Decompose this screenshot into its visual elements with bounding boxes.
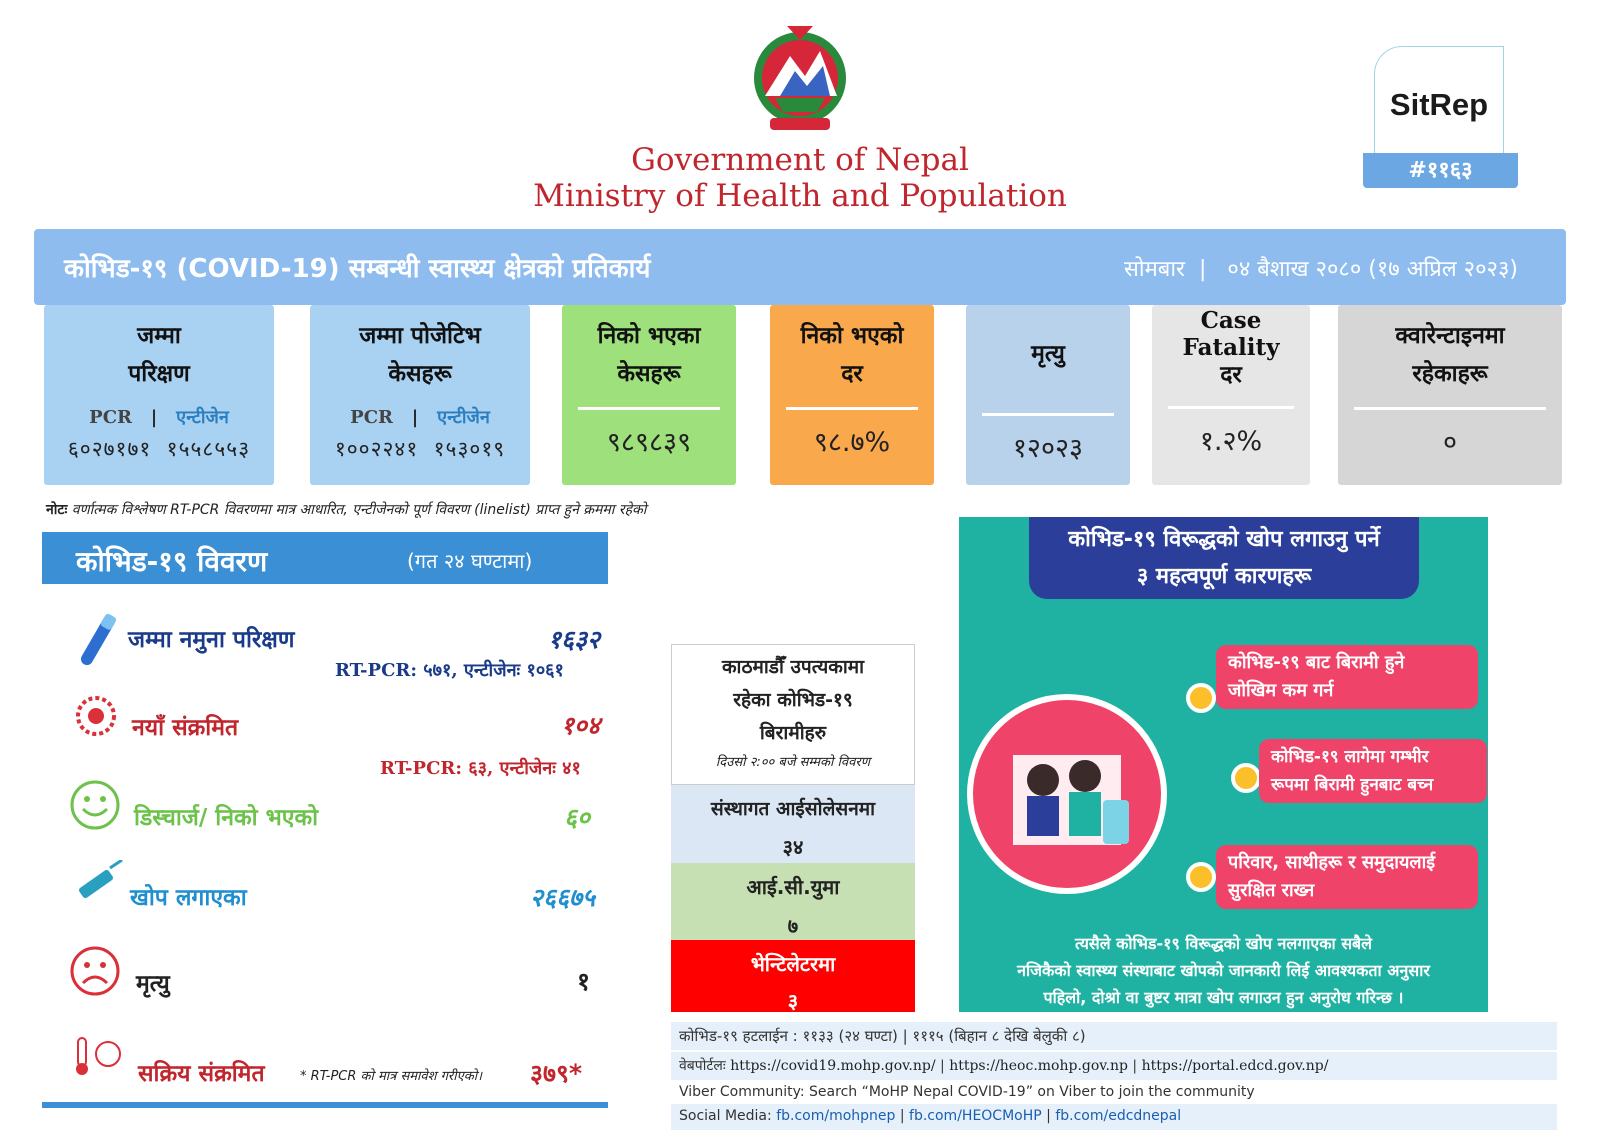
card-label: मृत्यु xyxy=(1031,341,1065,367)
active-note: * RT-PCR को मात्र समावेश गरीएको। xyxy=(300,1069,483,1084)
link-fb-heocmohp[interactable]: fb.com/HEOCMoHP xyxy=(909,1108,1042,1124)
samples-breakdown: RT-PCR: ५७१, एन्टीजेनः १०६१ xyxy=(335,660,564,681)
sitrep-badge: SitRep xyxy=(1374,46,1504,158)
social-media-info: Social Media: fb.com/mohpnep | fb.com/HE… xyxy=(671,1104,1557,1130)
card-label: जम्मा पोजेटिभ केसहरू xyxy=(359,323,481,387)
reason-dot-2 xyxy=(1231,763,1261,793)
card-total-tests: जम्मा परिक्षण PCR | एन्टीजेन ६०२७१७१ १५५८… xyxy=(44,305,274,485)
details-title: कोभिड-१९ विवरण xyxy=(76,545,268,578)
card-label: निको भएका केसहरू xyxy=(597,323,701,387)
card-deaths: मृत्यु १२०२३ xyxy=(966,305,1130,485)
web-portal-info: वेबपोर्टलः https://covid19.mohp.gov.np/ … xyxy=(671,1052,1557,1080)
new-cases-label: नयाँ संक्रमित xyxy=(132,715,239,741)
vaccinated-value: २६६७५ xyxy=(529,883,595,912)
sitrep-label: SitRep xyxy=(1389,87,1489,122)
details-bottom-rule xyxy=(42,1102,608,1108)
deaths-value: १ xyxy=(576,967,590,996)
card-label: Case Fatality दर xyxy=(1182,307,1280,388)
reason-dot-3 xyxy=(1186,862,1216,892)
note-text: नोटः वर्णात्मक विश्लेषण RT-PCR विवरणमा म… xyxy=(46,502,647,518)
deaths-label: मृत्यु xyxy=(136,971,170,997)
viber-info: Viber Community: Search “MoHP Nepal COVI… xyxy=(671,1080,1557,1108)
card-sub-values: १००२२४१ १५३०१९ xyxy=(334,437,506,461)
card-recovered: निको भएका केसहरू ९८९८३९ xyxy=(562,305,736,485)
link-edcd-portal[interactable]: https://portal.edcd.gov.np/ xyxy=(1141,1058,1329,1074)
virus-icon xyxy=(68,688,124,748)
card-value: ९८.७% xyxy=(813,427,891,458)
valley-asof: दिउसो २:०० बजे सम्मको विवरण xyxy=(715,755,871,770)
reason-dot-1 xyxy=(1186,683,1216,713)
reason-1: कोभिड-१९ बाट बिरामी हुने जोखिम कम गर्न xyxy=(1216,645,1478,709)
government-title: Government of Nepal xyxy=(631,142,969,178)
reason-3: परिवार, साथीहरू र समुदायलाई सुरक्षित राख्… xyxy=(1216,845,1478,909)
samples-label: जम्मा नमुना परिक्षण xyxy=(128,627,295,653)
banner-date-text: ०४ बैशाख २०८० (१७ अप्रिल २०२३) xyxy=(1227,257,1518,282)
new-cases-breakdown: RT-PCR: ६३, एन्टीजेनः ४१ xyxy=(380,758,581,779)
sitrep-number: #११६३ xyxy=(1363,153,1518,188)
details-subtitle: (गत २४ घण्टामा) xyxy=(407,549,533,573)
thermometer-icon xyxy=(72,1036,126,1082)
active-value: ३७९* xyxy=(530,1059,583,1088)
active-label: सक्रिय संक्रमित xyxy=(138,1061,265,1087)
link-covid19-portal[interactable]: https://covid19.mohp.gov.np/ xyxy=(730,1058,936,1074)
vaccine-poster: कोभिड-१९ विरूद्धको खोप लगाउनु पर्ने ३ महत… xyxy=(959,517,1488,1012)
card-value: ० xyxy=(1442,427,1458,458)
valley-isolation: संस्थागत आईसोलेसनमा ३४ xyxy=(671,785,915,863)
card-label: जम्मा परिक्षण xyxy=(128,323,190,387)
valley-header: काठमाडौँ उपत्यकामा रहेका कोभिड-१९ बिरामीहर… xyxy=(671,644,915,785)
card-recovery-rate: निको भएको दर ९८.७% xyxy=(770,305,934,485)
poster-title: कोभिड-१९ विरूद्धको खोप लगाउनु पर्ने ३ महत… xyxy=(1029,517,1419,599)
card-sub-values: ६०२७१७१ १५५८५५३ xyxy=(67,437,251,461)
sad-face-icon xyxy=(68,944,122,1002)
valley-ventilator: भेन्टिलेटरमा ३ xyxy=(671,940,915,1013)
discharged-value: ६० xyxy=(563,803,590,832)
card-value: १२०२३ xyxy=(1012,433,1084,464)
reason-2: कोभिड-१९ लागेमा गम्भीर रूपमा बिरामी हुनबा… xyxy=(1259,739,1487,803)
title-banner: कोभिड-१९ (COVID-19) सम्बन्धी स्वास्थ्य क… xyxy=(34,229,1566,305)
poster-footer: त्यसैले कोभिड-१९ विरूद्धको खोप नलगाएका स… xyxy=(1017,934,1430,1007)
family-illustration xyxy=(967,694,1167,894)
card-quarantine: क्वारेन्टाइनमा रहेकाहरू ० xyxy=(1338,305,1562,485)
discharged-label: डिस्चार्ज/ निको भएको xyxy=(134,805,319,831)
smile-icon xyxy=(68,778,122,836)
new-cases-value: १०४ xyxy=(560,711,600,740)
card-label: क्वारेन्टाइनमा रहेकाहरू xyxy=(1395,323,1505,387)
ministry-title: Ministry of Health and Population xyxy=(533,178,1067,214)
banner-title: कोभिड-१९ (COVID-19) सम्बन्धी स्वास्थ्य क… xyxy=(64,254,651,284)
card-label: निको भएको दर xyxy=(800,323,904,387)
banner-separator: | xyxy=(1192,257,1221,282)
banner-date: सोमबार | ०४ बैशाख २०८० (१७ अप्रिल २०२३) xyxy=(1124,253,1518,283)
card-value: ९८९८३९ xyxy=(606,427,692,458)
link-fb-mohpnep[interactable]: fb.com/mohpnep xyxy=(776,1108,896,1124)
hotline-info: कोभिड-१९ हटलाईन : ११३३ (२४ घण्टा) | १११५… xyxy=(671,1022,1557,1050)
link-heoc-portal[interactable]: https://heoc.mohp.gov.np xyxy=(949,1058,1128,1074)
test-tube-icon xyxy=(72,612,122,674)
card-cfr: Case Fatality दर १.२% xyxy=(1152,305,1310,485)
valley-icu: आई.सी.युमा ७ xyxy=(671,863,915,940)
syringe-icon xyxy=(70,858,124,912)
details-header: कोभिड-१९ विवरण (गत २४ घण्टामा) xyxy=(42,532,608,584)
banner-day: सोमबार xyxy=(1124,257,1186,282)
vaccinated-label: खोप लगाएका xyxy=(130,885,247,911)
nepal-emblem-icon xyxy=(735,26,865,136)
link-fb-edcdnepal[interactable]: fb.com/edcdnepal xyxy=(1055,1108,1182,1124)
card-sub-labels: PCR | एन्टीजेन xyxy=(89,407,229,428)
samples-value: १६३२ xyxy=(547,625,600,654)
card-total-positive: जम्मा पोजेटिभ केसहरू PCR | एन्टीजेन १००२२… xyxy=(310,305,530,485)
card-sub-labels: PCR | एन्टीजेन xyxy=(350,407,490,428)
card-value: १.२% xyxy=(1199,426,1263,457)
